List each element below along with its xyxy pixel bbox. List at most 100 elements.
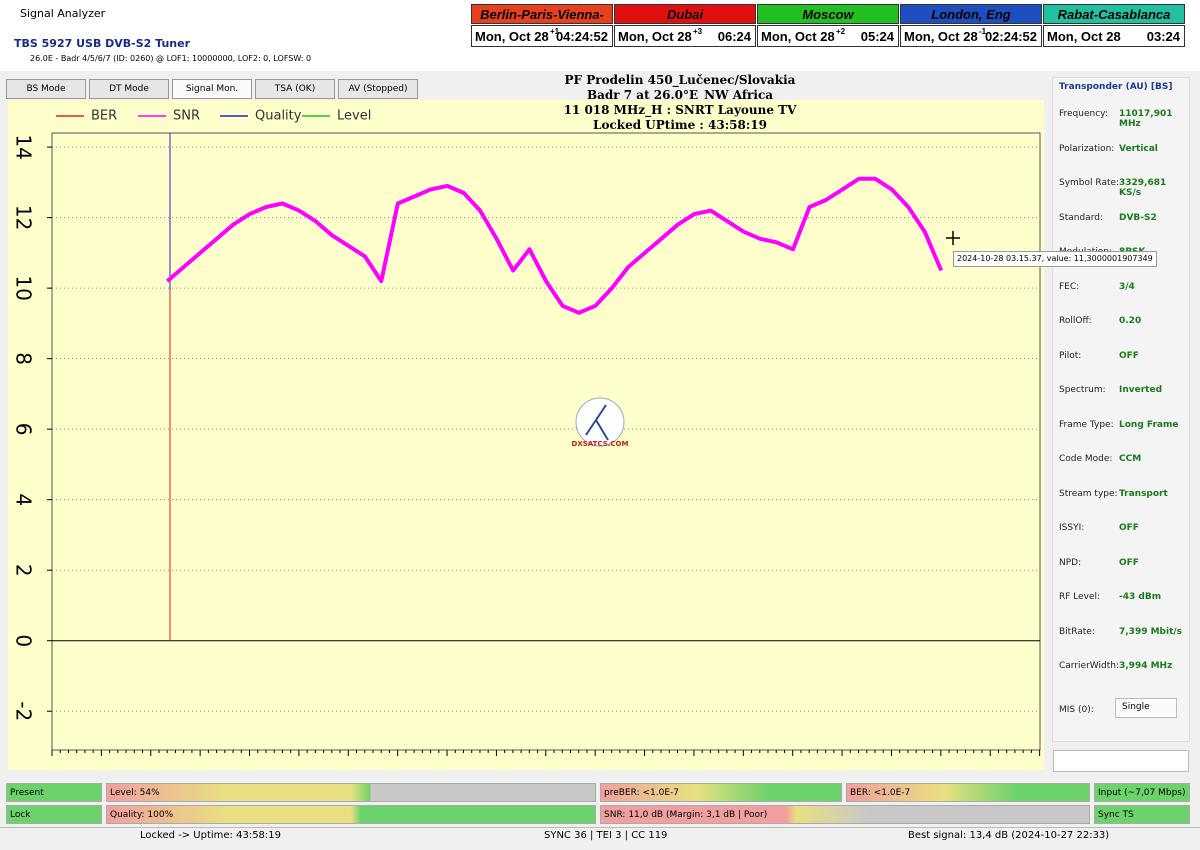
clock-clock: 03:24 — [1146, 29, 1180, 44]
status-quality: Quality: 100% — [106, 805, 596, 824]
status-level: Level: 54% — [106, 783, 596, 802]
field-label: Standard: — [1059, 212, 1103, 223]
tuner-name: TBS 5927 USB DVB-S2 Tuner — [14, 37, 190, 50]
status-sync: Sync TS — [1094, 805, 1190, 824]
status-input: Input (~7,07 Mbps) — [1094, 783, 1190, 802]
field-value: DVB-S2 — [1119, 212, 1157, 223]
field-value: Vertical — [1119, 143, 1158, 154]
y-tick-label: -2 — [12, 701, 36, 721]
field-value: 3329,681 KS/s — [1119, 178, 1167, 198]
field-label: CarrierWidth: — [1059, 661, 1119, 671]
status-lock: Lock — [6, 805, 102, 824]
clock-city: Rabat-Casablanca — [1043, 4, 1185, 24]
clock-clock: 02:24:52 — [984, 29, 1037, 44]
clock-offset: +3 — [693, 27, 703, 36]
y-tick-label: 6 — [12, 423, 36, 436]
clock-time: Mon, Oct 28 -1 02:24:52 — [900, 25, 1042, 47]
field-value: CCM — [1119, 454, 1142, 464]
field-label: NPD: — [1059, 557, 1082, 568]
field-label: Pilot: — [1059, 350, 1082, 361]
field-value: OFF — [1119, 557, 1139, 568]
tab[interactable]: DT Mode — [89, 79, 169, 99]
clock-offset: +1 — [550, 27, 560, 36]
field-label: FEC: — [1059, 281, 1080, 292]
y-tick-label: 12 — [12, 205, 36, 230]
status-preber: preBER: <1.0E-7 — [600, 783, 842, 802]
field-label: Code Mode: — [1059, 454, 1113, 464]
clock-date: Mon, Oct 28 — [1047, 29, 1121, 44]
field-label: RF Level: — [1059, 592, 1101, 602]
plot-background — [8, 100, 1044, 770]
chart-title: Badr 7 at 26.0°E_NW Africa — [586, 88, 774, 102]
transponder-panel: Transponder (AU) [BS] MIS (0): Single Fr… — [1052, 77, 1190, 772]
clock-date: Mon, Oct 28 — [475, 29, 549, 44]
watermark: DXSATCS.COM — [572, 397, 629, 448]
clock-time: Mon, Oct 28 03:24 — [1043, 25, 1185, 47]
crosshair — [946, 231, 960, 245]
clock-city: London, Eng — [900, 4, 1042, 24]
field-value: 0.20 — [1119, 316, 1142, 326]
legend-label: SNR — [173, 109, 200, 124]
field-label: ISSYI: — [1059, 523, 1085, 533]
tab[interactable]: TSA (OK) — [255, 79, 335, 99]
status-snr: SNR: 11,0 dB (Margin: 3,1 dB | Poor) — [600, 805, 1090, 824]
tooltip: 2024-10-28 03.15.37, value: 11,300000190… — [953, 251, 1157, 267]
legend-label: Level — [337, 109, 371, 124]
footer — [0, 827, 1200, 850]
legend-label: BER — [91, 109, 117, 124]
panel-button[interactable] — [1053, 750, 1189, 772]
field-value: 3/4 — [1119, 281, 1135, 292]
field-value: Inverted — [1119, 385, 1163, 395]
watermark-text: DXSATCS.COM — [572, 440, 629, 448]
clock-city: Moscow — [757, 4, 899, 24]
field-value: 11017,901 MHz — [1119, 109, 1173, 129]
field-value: 7,399 Mbit/s — [1119, 626, 1183, 637]
logo — [575, 397, 625, 447]
tab[interactable]: BS Mode — [6, 79, 86, 99]
chart: -2 0 2 4 6 8 10 12 14 BER SNR Quality Level DXSATCS.C… — [8, 100, 1044, 770]
y-tick-label: 8 — [12, 352, 36, 365]
field-label: Frame Type: — [1059, 419, 1114, 430]
field-value: Transport — [1119, 488, 1168, 499]
chart-title: Locked UPtime : 43:58:19 — [593, 118, 767, 132]
chart-title: 11 018 MHz_H : SNRT Layoune TV — [563, 103, 797, 117]
field-label: Stream type: — [1059, 488, 1118, 499]
footer-text: SYNC 36 | TEI 3 | CC 119 — [544, 830, 668, 841]
panel-title: Transponder (AU) [BS] — [1059, 82, 1173, 92]
field-label: Symbol Rate: — [1059, 178, 1120, 188]
clock-date: Mon, Oct 28 — [904, 29, 978, 44]
series-line — [165, 176, 944, 315]
clock-city: Berlin-Paris-Vienna-Roma — [471, 4, 613, 41]
tab[interactable]: Signal Mon. — [172, 79, 252, 99]
logo-dish — [585, 404, 609, 441]
clock-clock: 05:24 — [860, 29, 894, 44]
footer-text: Locked -> Uptime: 43:58:19 — [140, 830, 282, 841]
y-tick-label: 2 — [12, 564, 36, 577]
clock-offset: -1 — [979, 27, 987, 36]
y-tick-label: 4 — [12, 493, 36, 506]
field-label: Spectrum: — [1059, 385, 1106, 395]
clock-offset: +2 — [836, 27, 846, 36]
field-label: Polarization: — [1059, 143, 1115, 154]
clock-date: Mon, Oct 28 — [761, 29, 835, 44]
status-ber: BER: <1.0E-7 — [846, 783, 1090, 802]
field-label: Frequency: — [1059, 109, 1108, 119]
field-value: OFF — [1119, 350, 1139, 361]
field-label: BitRate: — [1059, 626, 1095, 637]
tab[interactable]: AV (Stopped) — [338, 79, 418, 99]
chart-title: PF Prodelin 450_Lučenec/Slovakia — [564, 73, 796, 87]
window-title: Signal Analyzer — [20, 7, 106, 20]
status-present: Present — [6, 783, 102, 802]
footer-text: Best signal: 13,4 dB (2024-10-27 22:33) — [908, 830, 1110, 841]
field-label: RollOff: — [1059, 316, 1092, 326]
tuner-info: 26.0E - Badr 4/5/6/7 (ID: 0260) @ LOF1: … — [30, 54, 312, 63]
clock-clock: 06:24 — [717, 29, 751, 44]
y-tick-label: 0 — [12, 634, 36, 647]
field-label: MIS (0): — [1059, 705, 1094, 715]
clock-time: Mon, Oct 28 +1 04:24:52 — [471, 25, 613, 47]
field-value: Long Frame — [1119, 419, 1179, 430]
mis-dropdown[interactable]: Single — [1115, 698, 1177, 718]
legend-label: Quality — [255, 109, 302, 124]
y-tick-label: 10 — [12, 275, 36, 300]
